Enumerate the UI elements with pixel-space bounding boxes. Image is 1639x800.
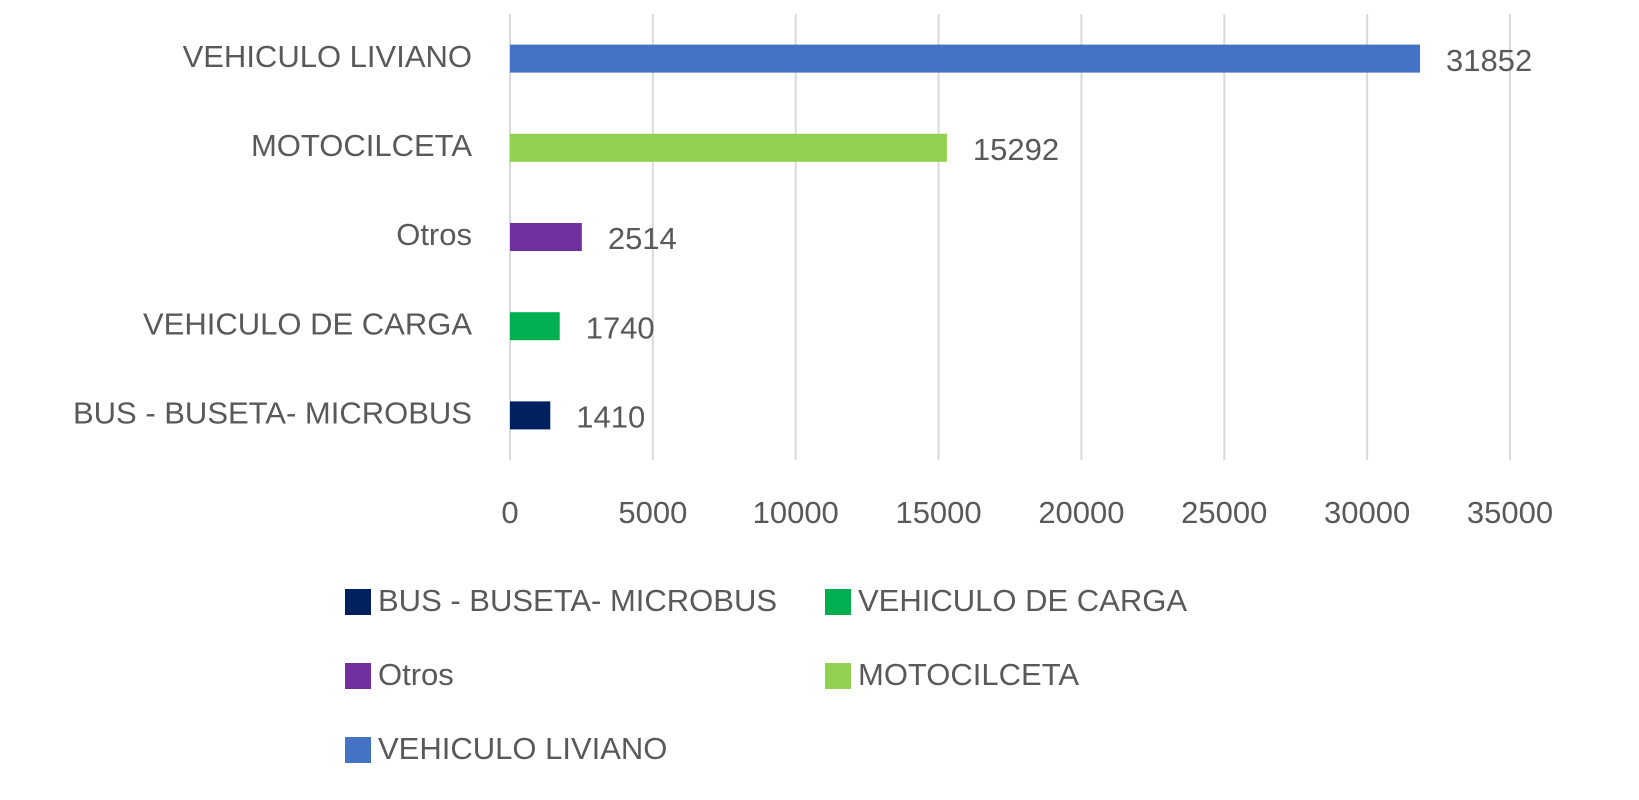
data-label: 31852 xyxy=(1446,43,1532,78)
x-tick-label: 35000 xyxy=(1467,495,1553,530)
x-tick-label: 0 xyxy=(501,495,518,530)
legend-swatch xyxy=(345,737,371,763)
data-label: 15292 xyxy=(973,132,1059,167)
x-tick-label: 25000 xyxy=(1181,495,1267,530)
bar xyxy=(510,312,560,341)
legend-label: VEHICULO DE CARGA xyxy=(858,583,1187,618)
data-label: 2514 xyxy=(608,221,677,256)
x-tick-label: 5000 xyxy=(618,495,687,530)
bar xyxy=(510,133,947,162)
y-tick-label: VEHICULO DE CARGA xyxy=(143,306,472,341)
legend-swatch xyxy=(825,589,851,615)
y-tick-label: Otros xyxy=(396,217,472,252)
y-tick-label: MOTOCILCETA xyxy=(251,128,472,163)
bar xyxy=(510,223,582,251)
x-tick-label: 10000 xyxy=(753,495,839,530)
x-tick-label: 15000 xyxy=(895,495,981,530)
y-tick-label: BUS - BUSETA- MICROBUS xyxy=(73,396,472,431)
x-tick-label: 20000 xyxy=(1038,495,1124,530)
data-label: 1410 xyxy=(576,400,645,435)
legend-swatch xyxy=(825,663,851,689)
x-tick-label: 30000 xyxy=(1324,495,1410,530)
legend-swatch xyxy=(345,663,371,689)
bar xyxy=(510,401,551,430)
legend-label: BUS - BUSETA- MICROBUS xyxy=(378,583,777,618)
legend-label: VEHICULO LIVIANO xyxy=(378,731,667,766)
y-tick-label: VEHICULO LIVIANO xyxy=(183,39,472,74)
legend-swatch xyxy=(345,589,371,615)
legend-label: Otros xyxy=(378,657,454,692)
legend-label: MOTOCILCETA xyxy=(858,657,1079,692)
data-label: 1740 xyxy=(586,310,655,345)
bar xyxy=(510,44,1421,73)
